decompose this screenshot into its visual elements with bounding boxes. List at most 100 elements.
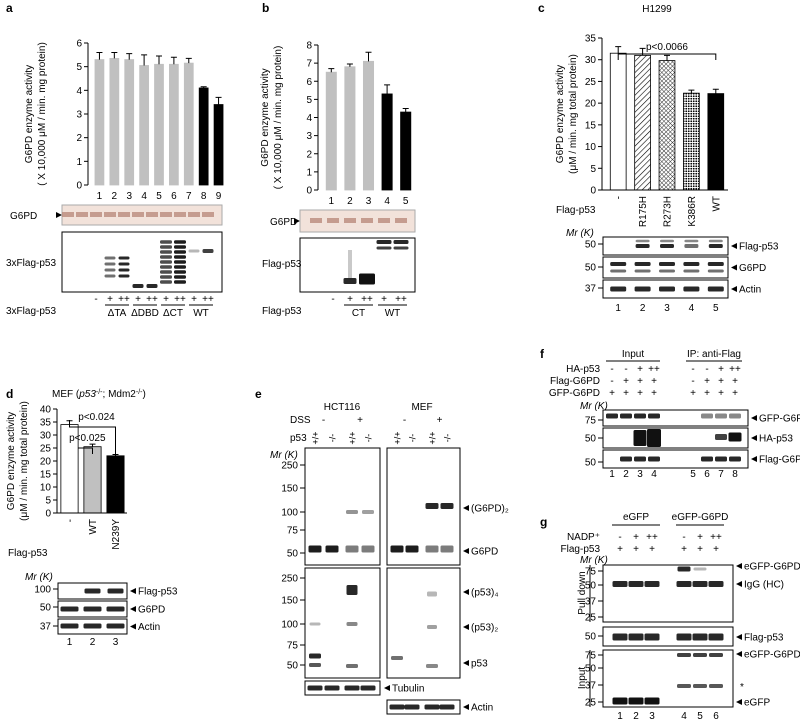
error-bar	[156, 55, 162, 65]
arrow	[751, 435, 757, 441]
row-label: p53	[290, 433, 307, 444]
blot-band	[346, 510, 358, 514]
y-tick-label: 1	[76, 157, 82, 168]
sign: +	[732, 376, 738, 387]
x-tick-label: WT	[711, 196, 722, 212]
mr-label: Mr (K)	[580, 401, 608, 412]
bar	[183, 62, 194, 186]
sign: +	[718, 376, 724, 387]
x-tick-label: WT	[88, 519, 99, 535]
blot-band	[391, 656, 403, 660]
genotype: -/-	[408, 434, 418, 443]
bar	[344, 66, 356, 191]
arrow	[736, 651, 742, 657]
panel-letter: a	[6, 1, 13, 15]
mr-label: Mr (K)	[580, 555, 608, 566]
y-tick-label: 20	[40, 457, 52, 468]
marker-label: 75	[287, 641, 299, 652]
error-bar	[185, 57, 192, 64]
bar	[124, 59, 135, 186]
y-tick-label: 30	[40, 431, 52, 442]
error-bar	[365, 51, 372, 62]
dose: +	[381, 294, 387, 305]
blot-band	[104, 262, 116, 266]
blot-band	[715, 456, 727, 462]
blot-band	[708, 239, 723, 243]
y-tick-label: 7	[306, 59, 312, 70]
dose: +	[107, 294, 113, 305]
bar	[707, 93, 725, 191]
group-label: WT	[193, 308, 209, 319]
marker-label: 50	[585, 581, 597, 592]
band-label: G6PD	[471, 547, 498, 558]
blot-band	[343, 278, 357, 284]
arrow	[56, 212, 62, 218]
blot-band	[424, 704, 440, 710]
lane-number: 5	[690, 469, 696, 480]
lane-number: 1	[609, 469, 615, 480]
blot-band	[692, 633, 708, 641]
sign: +	[609, 388, 615, 399]
arrow	[463, 624, 469, 630]
arrow	[731, 286, 737, 292]
dose: ++	[202, 294, 214, 305]
sign: +	[649, 544, 655, 555]
sign: ++	[646, 532, 658, 543]
error-bar	[328, 68, 335, 73]
blot-band	[327, 218, 339, 223]
blot-band	[439, 704, 455, 710]
blot-band	[378, 218, 390, 223]
y-tick-label: 5	[306, 95, 312, 106]
band-label: (p53)₂	[471, 623, 498, 634]
marker-label: 75	[585, 567, 597, 578]
sign: -	[624, 364, 627, 375]
genotype: +/+	[311, 431, 321, 444]
sign: +	[637, 376, 643, 387]
genotype: +/+	[393, 431, 403, 444]
arrow	[463, 548, 469, 554]
blot-band	[693, 567, 707, 571]
y-axis-label: G6PD enzyme activity	[24, 65, 35, 163]
y-tick-label: 25	[40, 444, 52, 455]
error-bar	[111, 51, 118, 59]
genotype: -/-	[364, 434, 374, 443]
band-label: HA-p53	[759, 434, 793, 445]
y-tick-label: 10	[40, 483, 52, 494]
blot-band	[648, 456, 660, 462]
y-tick-label: 5	[76, 62, 82, 73]
blot-band	[160, 280, 172, 284]
blot-band	[644, 633, 660, 641]
blot-band	[693, 684, 707, 688]
bar	[609, 52, 627, 191]
blot-band	[118, 274, 130, 278]
blot-band	[427, 591, 437, 597]
sign: +	[437, 415, 443, 426]
arrow	[463, 660, 469, 666]
y-tick-label: 30	[585, 55, 597, 66]
row-label: Flag-p53	[561, 544, 601, 555]
blot-band	[160, 260, 172, 264]
blot	[386, 699, 461, 715]
dose: +	[191, 294, 197, 305]
blot-band	[160, 240, 172, 244]
error-bar	[215, 96, 222, 105]
sign: +	[681, 544, 687, 555]
y-tick-label: 40	[40, 405, 52, 416]
sign: -	[610, 364, 613, 375]
sign: -	[691, 364, 694, 375]
sign: +	[623, 376, 629, 387]
blot-band	[660, 244, 674, 248]
blot-band	[389, 704, 405, 710]
blot-band	[62, 212, 74, 217]
y-tick-label: 3	[306, 131, 312, 142]
y-tick-label: 6	[76, 39, 82, 50]
arrow	[736, 699, 742, 705]
blot-band	[344, 685, 360, 691]
row-label: NADP⁺	[567, 532, 600, 543]
row-label: Flag-G6PD	[550, 376, 600, 387]
blot-band	[324, 685, 340, 691]
arrow	[736, 634, 742, 640]
blot-band	[634, 262, 651, 266]
x-tick-label: 8	[201, 191, 207, 202]
blot-band	[440, 545, 454, 553]
